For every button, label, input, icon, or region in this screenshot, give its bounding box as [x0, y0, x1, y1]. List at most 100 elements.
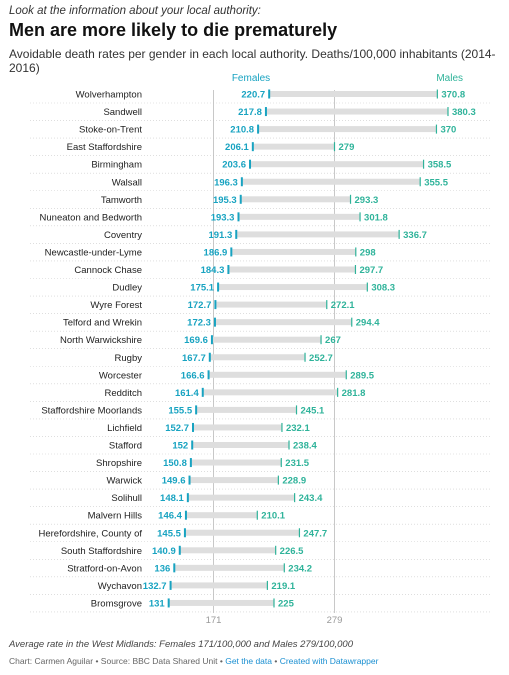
female-marker [195, 405, 198, 415]
reference-label: 279 [327, 615, 343, 626]
category-label: North Warwickshire [60, 335, 142, 346]
male-value-label: 281.8 [342, 388, 366, 399]
category-label: Cannock Chase [74, 265, 142, 276]
male-value-label: 234.2 [288, 563, 312, 574]
female-marker [173, 563, 176, 573]
category-label: Lichfield [107, 423, 142, 434]
category-label: Sandwell [103, 107, 142, 118]
male-marker [283, 563, 285, 573]
female-marker [257, 124, 260, 134]
range-bar [231, 248, 356, 255]
male-value-label: 267 [325, 335, 341, 346]
male-marker [422, 159, 425, 169]
chart-subtitle: Avoidable death rates per gender in each… [9, 47, 496, 75]
female-marker [230, 247, 233, 257]
male-value-label: 380.3 [452, 107, 476, 118]
female-value-label: 196.3 [214, 177, 238, 188]
female-value-label: 155.5 [168, 405, 192, 416]
range-bar [168, 599, 274, 606]
range-bar [214, 319, 352, 326]
range-bar [211, 336, 322, 343]
category-label: Nuneaton and Bedworth [40, 212, 142, 223]
female-marker [210, 335, 213, 345]
male-value-label: 298 [360, 247, 376, 258]
category-label: Shropshire [96, 458, 142, 469]
category-label: Stoke-on-Trent [79, 125, 142, 136]
range-bar [185, 512, 258, 519]
range-bar [209, 354, 306, 361]
male-value-label: 336.7 [403, 230, 427, 241]
female-value-label: 161.4 [175, 388, 199, 399]
female-marker [191, 422, 194, 432]
female-value-label: 152.7 [165, 423, 189, 434]
male-value-label: 238.4 [293, 441, 317, 452]
range-bar [196, 406, 297, 413]
female-value-label: 167.7 [182, 353, 206, 364]
male-marker [447, 107, 449, 117]
male-value-label: 247.7 [303, 528, 327, 539]
male-value-label: 370 [440, 125, 456, 136]
female-value-label: 193.3 [211, 212, 235, 223]
male-marker [295, 405, 298, 415]
female-value-label: 149.6 [162, 476, 186, 487]
category-label: Dudley [112, 283, 142, 294]
chart-byline: Chart: Carmen Aguilar [9, 656, 94, 666]
female-marker [191, 440, 194, 450]
male-value-label: 358.5 [428, 160, 452, 171]
category-label: East Staffordshire [67, 142, 142, 153]
range-bar [192, 424, 282, 431]
female-marker [207, 370, 210, 380]
male-marker [351, 317, 353, 327]
range-bar [252, 143, 335, 150]
range-bar [228, 266, 356, 273]
male-value-label: 301.8 [364, 212, 388, 223]
female-value-label: 140.9 [152, 546, 176, 557]
series-label-males: Males [436, 73, 463, 84]
male-value-label: 289.5 [350, 370, 374, 381]
category-label: Rugby [115, 353, 143, 364]
category-label: Staffordshire Moorlands [41, 405, 142, 416]
male-marker [288, 440, 290, 450]
credit-separator: • [93, 656, 101, 666]
range-bar [236, 231, 400, 238]
source-text: Source: BBC Data Shared Unit [100, 656, 218, 666]
male-marker [354, 265, 357, 274]
female-value-label: 206.1 [225, 142, 249, 153]
male-marker [366, 282, 368, 292]
male-marker [326, 300, 328, 310]
female-value-label: 166.6 [181, 370, 205, 381]
category-label: Newcastle-under-Lyme [45, 247, 142, 258]
female-marker [213, 317, 216, 327]
female-marker [189, 458, 192, 468]
male-value-label: 245.1 [301, 405, 325, 416]
female-marker [169, 580, 172, 590]
range-chart: 171 279 Females Males Wolverhampton 220.7 370.… [30, 73, 492, 626]
male-marker [436, 89, 438, 99]
credits: Chart: Carmen Aguilar • Source: BBC Data… [9, 656, 378, 666]
male-marker [349, 194, 352, 204]
male-value-label: 243.4 [299, 493, 323, 504]
chart-title: Men are more likely to die prematurely [9, 20, 338, 40]
category-label: Coventry [104, 230, 142, 241]
range-bar [258, 126, 437, 133]
range-bar [269, 91, 438, 97]
category-label: Walsall [112, 177, 142, 188]
category-label: South Staffordshire [61, 546, 142, 557]
get-data-link[interactable]: Get the data [225, 656, 272, 666]
category-label: Tamworth [101, 195, 142, 206]
range-bar [190, 459, 282, 466]
range-bar [170, 582, 268, 589]
credit-separator: • [272, 656, 280, 666]
female-marker [188, 475, 191, 485]
female-marker [235, 229, 238, 239]
female-marker [240, 177, 243, 187]
female-value-label: 146.4 [158, 511, 182, 522]
female-marker [237, 212, 240, 222]
category-label: Herefordshire, County of [39, 528, 143, 539]
male-value-label: 297.7 [359, 265, 383, 276]
range-bar [184, 529, 300, 536]
female-marker [249, 159, 252, 169]
datawrapper-link[interactable]: Created with Datawrapper [279, 656, 379, 666]
category-label: Wychavon [98, 581, 142, 592]
female-marker [227, 265, 230, 274]
